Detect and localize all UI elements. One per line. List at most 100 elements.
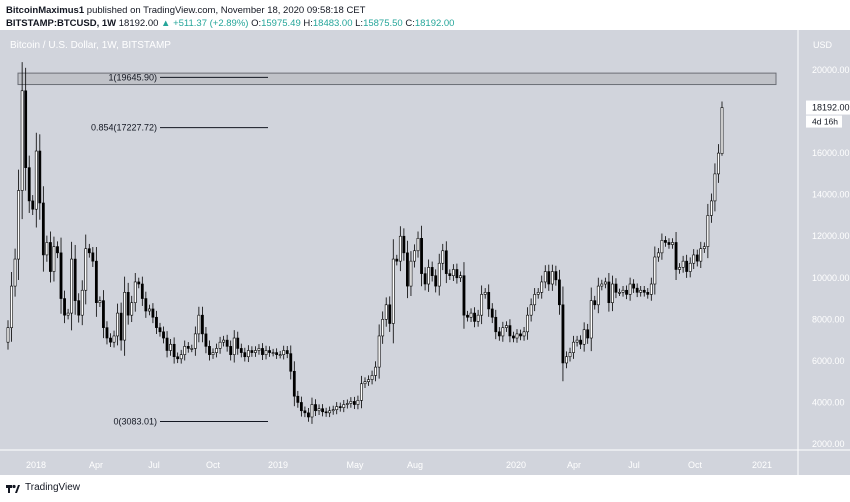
candle[interactable] [469,308,473,323]
candle[interactable] [24,67,28,191]
candle[interactable] [232,330,236,363]
candle[interactable] [17,169,20,280]
candle[interactable] [63,290,66,324]
tradingview-branding[interactable]: TradingView [6,482,80,493]
candle[interactable] [324,407,328,417]
candle[interactable] [321,404,324,417]
candle[interactable] [607,272,611,312]
candle[interactable] [483,288,487,299]
candle[interactable] [660,233,664,260]
candle[interactable] [406,240,409,299]
candle[interactable] [448,269,452,280]
candle[interactable] [186,342,190,353]
candle[interactable] [193,326,197,356]
candle[interactable] [550,264,554,291]
candle[interactable] [398,226,402,272]
candle[interactable] [147,304,151,316]
candle[interactable] [271,348,275,357]
candle[interactable] [155,310,158,334]
candle[interactable] [497,327,501,341]
candle[interactable] [642,285,646,297]
candle[interactable] [593,295,597,310]
candle[interactable] [589,287,593,352]
candle[interactable] [494,309,498,340]
candle[interactable] [526,307,529,340]
candle[interactable] [13,248,17,297]
candle[interactable] [504,321,508,332]
candle[interactable] [211,348,215,359]
candle[interactable] [459,271,462,283]
candle[interactable] [363,377,367,389]
candle[interactable] [678,263,681,274]
candle[interactable] [331,405,335,415]
candle[interactable] [98,296,102,307]
candle[interactable] [699,241,703,269]
resistance-zone[interactable] [17,72,777,86]
candle[interactable] [437,253,441,296]
candle[interactable] [91,247,95,267]
candle[interactable] [257,344,261,355]
candle[interactable] [713,163,717,212]
candle[interactable] [522,327,526,341]
candle[interactable] [218,336,222,354]
candle[interactable] [529,298,533,322]
candle[interactable] [596,277,600,314]
candle[interactable] [441,243,445,271]
candle[interactable] [169,338,172,356]
candle[interactable] [254,346,257,357]
candle[interactable] [656,248,660,262]
candle[interactable] [706,203,710,259]
candle[interactable] [268,346,271,357]
candle[interactable] [172,337,176,364]
candle[interactable] [572,335,575,359]
candle[interactable] [222,335,226,347]
candle[interactable] [49,231,52,283]
candle[interactable] [278,350,282,359]
candle[interactable] [667,238,671,249]
candle[interactable] [84,234,88,305]
candle[interactable] [720,101,724,156]
candle[interactable] [586,323,590,344]
candle[interactable] [201,306,204,343]
candle[interactable] [282,345,286,360]
candle[interactable] [388,296,392,332]
candle[interactable] [197,306,201,343]
candle[interactable] [487,284,491,317]
candle[interactable] [536,288,540,299]
candle[interactable] [165,331,169,358]
candle[interactable] [653,246,657,295]
candle[interactable] [112,330,116,348]
candle[interactable] [66,308,70,320]
candle[interactable] [490,303,494,324]
candle[interactable] [561,286,565,382]
candle[interactable] [451,264,455,281]
candle[interactable] [420,225,423,287]
candle[interactable] [649,277,653,301]
candle[interactable] [600,279,604,291]
candle[interactable] [582,322,586,352]
candle[interactable] [533,288,537,312]
candle[interactable] [52,236,56,282]
candle[interactable] [444,241,448,284]
candle[interactable] [236,331,240,355]
candle[interactable] [430,261,434,282]
candle[interactable] [105,321,109,345]
candle[interactable] [20,62,24,220]
candle[interactable] [77,293,81,323]
candle[interactable] [374,361,377,382]
candle[interactable] [508,319,512,343]
candle[interactable] [695,249,699,267]
candle[interactable] [87,243,91,258]
candle[interactable] [38,134,42,220]
candle[interactable] [423,267,427,291]
candle[interactable] [512,331,515,343]
candle[interactable] [116,303,119,346]
candle[interactable] [317,404,321,416]
candle[interactable] [307,408,310,422]
candle[interactable] [123,276,127,356]
candle[interactable] [59,237,63,314]
candle[interactable] [338,402,342,412]
candle[interactable] [275,348,279,359]
candle[interactable] [611,275,614,312]
candle[interactable] [402,228,406,261]
